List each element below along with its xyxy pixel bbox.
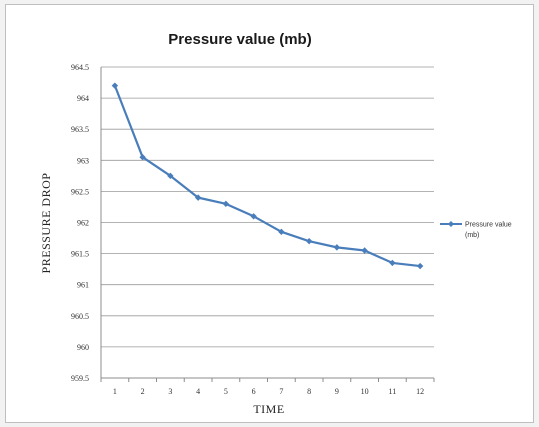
x-tick-labels: 1 2 3 4 5 6 7 8 9 10 11 12	[113, 387, 424, 396]
data-point	[416, 262, 424, 270]
x-tick-label: 11	[389, 387, 397, 396]
legend-label: Pressure value	[465, 222, 512, 229]
y-tick-label: 959.5	[71, 374, 89, 383]
data-point	[111, 82, 119, 89]
gridlines	[101, 66, 434, 348]
chart-title: Pressure value (mb)	[168, 31, 311, 48]
data-point	[278, 228, 285, 236]
x-tick-label: 10	[361, 387, 369, 396]
y-tick-label: 960	[77, 343, 89, 352]
x-axis-title: TIME	[253, 402, 284, 416]
data-point	[389, 259, 396, 267]
legend-marker	[448, 221, 454, 227]
y-tick-label: 962	[77, 219, 89, 228]
data-point	[305, 237, 313, 245]
y-tick-label: 963	[77, 156, 89, 165]
legend: Pressure value (mb)	[440, 221, 512, 239]
data-point	[222, 200, 230, 208]
data-point	[333, 244, 341, 251]
x-tick-label: 7	[279, 387, 283, 396]
x-tick-label: 1	[113, 387, 117, 396]
chart-frame: Pressure value (mb) 959.5 960 960.5 961 961.…	[5, 4, 534, 423]
x-tick-label: 9	[335, 387, 339, 396]
y-axis-title: PRESSURE DROP	[39, 173, 53, 274]
x-tick-label: 2	[141, 387, 145, 396]
data-point	[250, 213, 257, 220]
x-tick-label: 6	[252, 387, 256, 396]
y-tick-label: 960.5	[71, 312, 89, 321]
x-tick-label: 5	[224, 387, 228, 396]
data-point	[167, 172, 174, 180]
data-point	[139, 153, 146, 161]
y-tick-label: 961	[77, 281, 89, 290]
x-tick-label: 3	[168, 387, 172, 396]
series	[111, 82, 424, 270]
y-tick-label: 964	[77, 94, 89, 103]
x-tick-label: 8	[307, 387, 311, 396]
line-chart: Pressure value (mb) 959.5960960.5961961.…	[39, 31, 512, 416]
legend-label-line-2: (mb)	[465, 232, 479, 239]
data-point	[194, 194, 202, 201]
x-tick-label: 4	[196, 387, 200, 396]
y-tick-label: 961.5	[71, 250, 89, 259]
series-line	[113, 85, 421, 268]
x-tick-label: 12	[416, 387, 424, 396]
data-point	[361, 247, 368, 254]
y-tick-labels: 959.5 960 960.5 961 961.5 962 962.5 963 963.5 964…	[71, 63, 89, 383]
y-tick-label: 963.5	[71, 125, 89, 134]
y-tick-label: 962.5	[71, 187, 89, 196]
y-tick-label: 964.5	[71, 63, 89, 72]
axes	[100, 67, 435, 382]
